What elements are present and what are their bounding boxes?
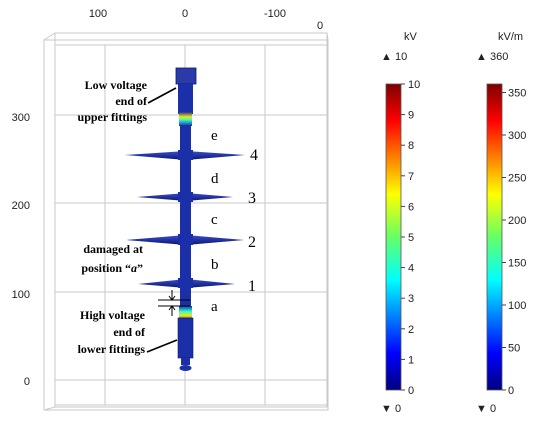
svg-text:end of: end of [113, 325, 146, 339]
colorbar-tick-label: 4 [408, 263, 414, 275]
field-colorbar: kV/m ▲ 360 350 300 250 200 150 100 50 0 ▼ 0 [476, 31, 526, 415]
colorbar-tick-label: 1 [408, 354, 414, 366]
top-tick: -100 [264, 8, 286, 20]
upper-fitting [175, 67, 197, 85]
colorbar-tick-label: 350 [508, 88, 526, 100]
left-tick: 100 [12, 289, 30, 301]
svg-text:position “a”: position “a” [81, 261, 143, 275]
section-label-e: e [211, 128, 218, 144]
svg-text:High voltage: High voltage [80, 308, 146, 322]
svg-text:upper fittings: upper fittings [78, 110, 148, 124]
top-axis-ticks: 100 0 -100 0 [89, 8, 323, 32]
section-label-c: c [211, 212, 218, 228]
damage-marker [158, 290, 190, 316]
lower-field-concentration [179, 306, 192, 320]
colorbar-tick-label: 8 [408, 140, 414, 152]
colorbar-tick-label: 100 [508, 300, 526, 312]
shed-2 [126, 234, 244, 245]
left-tick: 300 [12, 112, 30, 124]
lower-fitting [177, 317, 194, 359]
shed-label-2: 2 [248, 234, 256, 251]
lower-fittings-label: High voltage end of lower fittings [78, 308, 146, 356]
voltage-unit: kV [404, 31, 418, 43]
top-tick: 0 [317, 20, 323, 32]
section-label-d: d [211, 171, 219, 187]
shed-1 [138, 278, 235, 288]
shed-label-4: 4 [250, 147, 258, 164]
colorbar-tick-label: 250 [508, 173, 526, 185]
field-max-marker: ▲ 360 [476, 51, 508, 63]
shed-3 [137, 192, 233, 202]
damaged-position-label: damaged at position “a” [81, 242, 143, 275]
upper-fittings-label: Low voltage end of upper fittings [78, 78, 148, 124]
colorbar-tick-label: 200 [508, 215, 526, 227]
field-color-scale [486, 83, 503, 391]
shed-label-1: 1 [248, 278, 256, 295]
colorbar-tick-label: 0 [408, 385, 414, 397]
colorbar-tick-label: 3 [408, 293, 414, 305]
shed-label-3: 3 [248, 190, 256, 207]
colorbar-tick-label: 2 [408, 324, 414, 336]
colorbar-tick-label: 150 [508, 258, 526, 270]
svg-text:end of: end of [115, 94, 148, 108]
section-label-a: a [211, 299, 218, 315]
shed-labels: 4 3 2 1 [248, 147, 258, 295]
top-tick: 0 [182, 8, 188, 20]
left-tick: 0 [24, 376, 30, 388]
field-ticks: 350 300 250 200 150 100 50 0 [502, 88, 526, 397]
insulator-model [125, 67, 245, 371]
left-axis-ticks: 300 200 100 0 [12, 112, 30, 388]
colorbar-tick-label: 300 [508, 130, 526, 142]
svg-text:damaged at: damaged at [83, 242, 143, 256]
top-tick: 100 [89, 8, 107, 20]
colorbar-tick-label: 9 [408, 110, 414, 122]
core-rod [180, 125, 191, 315]
section-label-b: b [211, 257, 219, 273]
annotation-leaders [146, 87, 178, 353]
colorbar-tick-label: 50 [508, 343, 520, 355]
field-unit: kV/m [498, 31, 523, 43]
voltage-min-marker: ▼ 0 [381, 403, 401, 415]
section-labels: e d c b a [211, 128, 219, 315]
annotation-text: Low voltage end of upper fittings High v… [78, 78, 258, 356]
left-tick: 200 [12, 200, 30, 212]
upper-field-concentration [179, 112, 192, 126]
field-min-marker: ▼ 0 [476, 403, 496, 415]
shed-4 [125, 150, 245, 160]
svg-text:Low voltage: Low voltage [85, 78, 148, 92]
colorbar-tick-label: 7 [408, 171, 414, 183]
svg-text:lower fittings: lower fittings [78, 342, 146, 356]
colorbar-tick-label: 0 [508, 385, 514, 397]
colorbar-tick-label: 5 [408, 232, 414, 244]
voltage-color-scale [385, 83, 402, 391]
colorbar-tick-label: 10 [408, 79, 420, 91]
colorbar-tick-label: 6 [408, 201, 414, 213]
voltage-max-marker: ▲ 10 [381, 51, 407, 63]
